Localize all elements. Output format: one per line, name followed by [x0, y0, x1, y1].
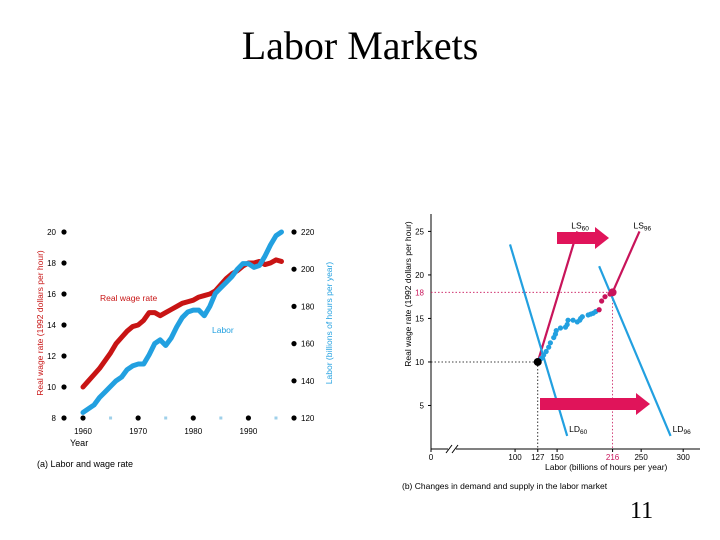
- equilibrium-point: [608, 288, 617, 297]
- chart-a-left-tick-label: 10: [47, 383, 56, 392]
- chart-b-y-tick-label: 5: [420, 401, 425, 410]
- chart-b-y-tick-label: 10: [415, 358, 424, 367]
- chart-a-right-tick-dot: [291, 303, 297, 309]
- slide-title: Labor Markets: [241, 23, 479, 68]
- trajectory-point: [553, 328, 559, 334]
- chart-a-right-tick-dot: [291, 229, 297, 235]
- trajectory-point: [579, 314, 585, 320]
- chart-a-minor-tick: [164, 416, 168, 420]
- chart-b-y-tick-label: 15: [415, 314, 424, 323]
- real-wage-rate-series-label: Real wage rate: [100, 293, 157, 303]
- trajectory-point: [565, 317, 571, 323]
- curve-label-ld96: LD96: [673, 424, 691, 436]
- chart-a-left-tick-label: 8: [52, 414, 57, 423]
- chart-b-x-tick-label: 216: [606, 453, 620, 462]
- trajectory-point: [570, 317, 576, 323]
- chart-a-ylabel-left: Real wage rate (1992 dollars per hour): [35, 250, 45, 396]
- chart-a-right-tick-dot: [291, 378, 297, 384]
- chart-b-x-tick-label: 150: [550, 453, 564, 462]
- chart-a-right-tick-dot: [291, 266, 297, 272]
- chart-b-caption: (b) Changes in demand and supply in the …: [402, 481, 608, 491]
- chart-b-equilibrium-wage-label: 18: [415, 288, 424, 297]
- curve-label-ld60: LD60: [569, 424, 587, 436]
- curve-ls96: [611, 230, 641, 293]
- chart-a-left-tick-label: 14: [47, 321, 56, 330]
- chart-a-x-tick-label: 1980: [184, 427, 202, 436]
- trajectory-point: [547, 340, 553, 346]
- chart-a-x-tick-label: 1990: [240, 427, 258, 436]
- chart-a-left-tick-dot: [61, 322, 67, 328]
- chart-a-left-tick-dot: [61, 353, 67, 359]
- chart-a-left-tick-dot: [61, 291, 67, 297]
- chart-a-left-tick-dot: [61, 384, 67, 390]
- trajectory-point: [557, 325, 564, 331]
- trajectory-point: [543, 348, 549, 355]
- chart-a-left-tick-dot: [61, 415, 67, 421]
- chart-b-x-tick-label: 250: [634, 453, 648, 462]
- trajectory-point: [564, 321, 570, 328]
- chart-b-x-tick-label: 127: [531, 453, 545, 462]
- chart-b-y-tick-label: 25: [415, 227, 424, 236]
- chart-labor-and-wage-rate: (a) Labor and wage rate Year Real wage r…: [35, 228, 334, 469]
- chart-b-axes: [430, 214, 700, 450]
- chart-a-x-tick-dot: [190, 415, 196, 421]
- chart-a-left-tick-label: 18: [47, 259, 56, 268]
- chart-a-left-tick-label: 12: [47, 352, 56, 361]
- chart-a-x-tick-dot: [135, 415, 141, 421]
- labor-series-label: Labor: [212, 325, 234, 335]
- demand-shift-arrow: [540, 393, 650, 415]
- chart-b-x-tick-label: 0: [429, 453, 434, 462]
- trajectory-point: [602, 294, 608, 300]
- chart-a-x-tick-label: 1970: [129, 427, 147, 436]
- chart-a-xlabel: Year: [70, 438, 88, 448]
- trajectory-point: [596, 307, 602, 313]
- chart-a-right-tick-label: 180: [301, 302, 315, 311]
- chart-a-minor-tick: [109, 416, 113, 420]
- trajectory-point: [599, 298, 605, 304]
- chart-b-xlabel: Labor (billions of hours per year): [545, 462, 668, 472]
- chart-labor-market: (b) Changes in demand and supply in the …: [402, 214, 700, 491]
- chart-a-right-tick-label: 120: [301, 414, 315, 423]
- supply-shift-arrow: [557, 227, 609, 249]
- chart-a-right-tick-dot: [291, 415, 297, 421]
- chart-b-axis-break: [445, 444, 459, 454]
- chart-b-y-tick-label: 20: [415, 271, 424, 280]
- trajectory-point: [546, 344, 552, 350]
- chart-b-x-tick-label: 300: [677, 453, 691, 462]
- chart-a-left-tick-label: 16: [47, 290, 56, 299]
- chart-a-right-tick-dot: [291, 341, 297, 347]
- curve-label-ls96: LS96: [633, 220, 651, 232]
- chart-a-minor-tick: [219, 416, 223, 420]
- curve-label-ls60: LS60: [571, 220, 589, 232]
- chart-b-x-tick-label: 100: [508, 453, 522, 462]
- chart-a-left-tick-dot: [61, 229, 67, 235]
- curve-ls60: [536, 231, 579, 363]
- chart-a-x-tick-label: 1960: [74, 427, 92, 436]
- chart-b-ylabel: Real wage rate (1992 dollars per hour): [403, 221, 413, 367]
- chart-a-left-tick-dot: [61, 260, 67, 266]
- chart-a-caption: (a) Labor and wage rate: [37, 459, 133, 469]
- slide-number: 11: [630, 498, 654, 524]
- chart-a-x-tick-dot: [245, 415, 252, 421]
- chart-a-left-tick-label: 20: [47, 228, 56, 237]
- chart-a-right-tick-label: 200: [301, 265, 315, 274]
- chart-a-x-tick-dot: [80, 415, 86, 421]
- chart-a-right-tick-label: 160: [301, 340, 315, 349]
- chart-a-right-tick-label: 220: [301, 228, 315, 237]
- real-wage-rate-line: [80, 257, 284, 390]
- chart-a-ylabel-right: Labor (billions of hours per year): [324, 262, 334, 385]
- equilibrium-point: [533, 357, 542, 366]
- chart-a-right-tick-label: 140: [301, 377, 315, 386]
- chart-a-minor-tick: [274, 416, 278, 420]
- labor-line: [80, 229, 284, 415]
